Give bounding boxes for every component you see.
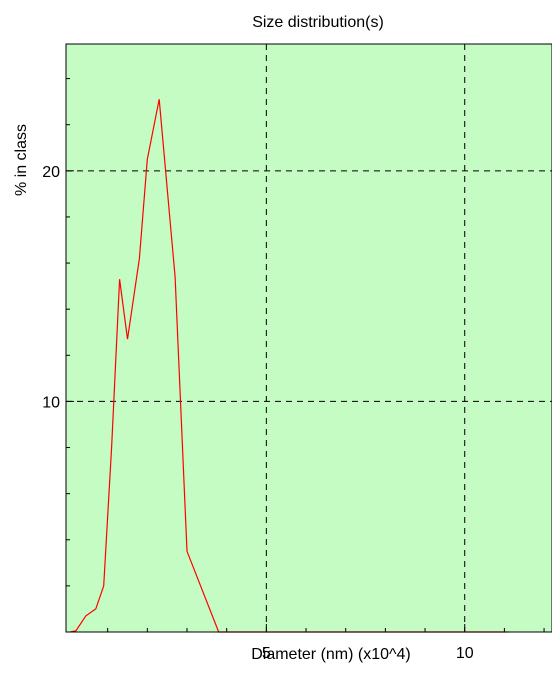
plot-frame — [65, 43, 552, 633]
x-tick-label: 5 — [262, 645, 271, 662]
plot-area — [66, 44, 552, 632]
y-tick-label: 20 — [42, 164, 60, 181]
y-axis-label: % in class — [13, 124, 30, 196]
gridlines — [66, 44, 552, 632]
chart-title: Size distribution(s) — [252, 14, 384, 31]
x-tick-label: 10 — [456, 645, 474, 662]
x-axis-label: Diameter (nm) (x10^4) — [251, 646, 411, 663]
y-tick-label: 10 — [42, 394, 60, 411]
tick-labels: 5 10 10 20 — [42, 164, 474, 662]
axis-ticks — [66, 78, 545, 632]
